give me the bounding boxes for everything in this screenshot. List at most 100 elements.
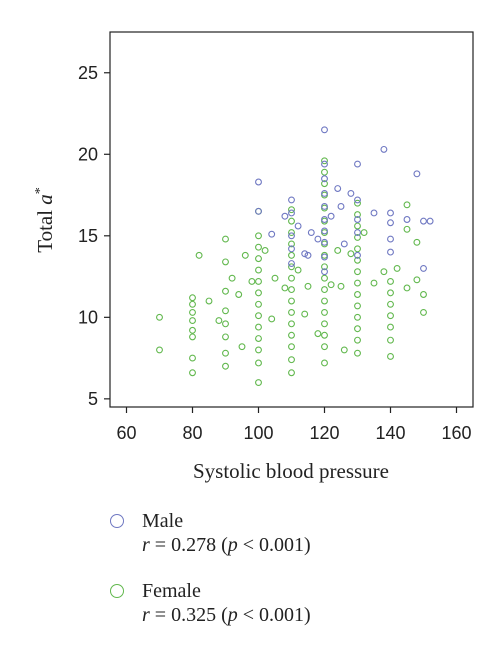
- point-female: [222, 258, 229, 266]
- legend-label-female: Female: [142, 580, 201, 602]
- point-female: [288, 331, 295, 339]
- point-female: [271, 274, 279, 282]
- point-female: [288, 240, 295, 248]
- point-female: [255, 243, 262, 251]
- legend-label-male: Male: [142, 510, 184, 532]
- x-tick-label: 100: [243, 423, 273, 443]
- point-female: [215, 317, 223, 325]
- stat-r-value: = 0.278 (: [149, 534, 228, 556]
- point-female: [321, 168, 328, 176]
- point-male: [327, 212, 335, 220]
- point-male: [255, 178, 262, 186]
- point-female: [370, 279, 378, 287]
- point-male: [413, 170, 421, 178]
- point-male: [304, 251, 312, 259]
- point-female: [314, 330, 322, 338]
- point-male: [307, 229, 315, 236]
- point-male: [314, 235, 322, 243]
- point-female: [327, 281, 335, 289]
- point-female: [360, 229, 368, 236]
- point-male: [288, 196, 295, 204]
- point-male: [420, 217, 427, 225]
- male-marker-icon: [110, 514, 124, 528]
- x-axis: 60 80 100 120 140 160: [116, 407, 472, 443]
- point-male: [321, 203, 328, 210]
- point-male: [288, 245, 295, 253]
- point-male: [354, 196, 361, 204]
- point-female: [321, 274, 328, 282]
- point-female: [189, 326, 196, 334]
- y-tick-label: 15: [78, 226, 98, 246]
- point-female: [354, 325, 361, 333]
- legend-entry-male: Male r = 0.278 (p < 0.001): [110, 508, 470, 578]
- point-female: [387, 323, 394, 331]
- point-female: [354, 256, 361, 264]
- point-female: [255, 278, 262, 285]
- point-female: [222, 320, 229, 328]
- stat-r-symbol: r: [142, 534, 150, 556]
- point-male: [321, 238, 328, 246]
- point-male: [347, 189, 355, 197]
- data-points: [156, 126, 434, 386]
- point-female: [205, 297, 213, 305]
- y-tick-label: 5: [88, 389, 98, 409]
- point-female: [288, 297, 295, 305]
- y-axis-title: Total a*: [33, 187, 57, 253]
- point-male: [387, 209, 394, 217]
- point-female: [321, 297, 328, 305]
- point-female: [255, 359, 262, 367]
- point-female: [321, 359, 328, 367]
- y-tick-label: 25: [78, 63, 98, 83]
- point-female: [255, 255, 262, 263]
- x-tick-label: 160: [441, 423, 471, 443]
- point-female: [420, 291, 427, 298]
- point-female: [321, 343, 328, 351]
- point-female: [413, 276, 421, 284]
- point-female: [354, 222, 361, 230]
- point-male: [340, 240, 348, 248]
- y-axis-title-superscript: *: [33, 187, 48, 194]
- point-female: [288, 356, 295, 364]
- point-female: [321, 331, 328, 339]
- point-male: [255, 207, 262, 215]
- legend-stat-female: r = 0.325 (p < 0.001): [142, 602, 311, 628]
- point-female: [288, 263, 295, 271]
- point-male: [281, 212, 289, 220]
- x-tick-label: 80: [182, 423, 202, 443]
- point-male: [321, 189, 328, 197]
- point-female: [393, 264, 401, 272]
- point-female: [420, 308, 427, 316]
- point-female: [354, 245, 361, 253]
- legend: Male r = 0.278 (p < 0.001) Female r = 0.…: [110, 508, 470, 648]
- point-female: [288, 274, 295, 282]
- point-male: [420, 264, 427, 272]
- point-female: [288, 320, 295, 328]
- point-female: [281, 284, 289, 292]
- point-male: [321, 175, 328, 183]
- point-female: [354, 291, 361, 298]
- point-female: [195, 251, 203, 259]
- point-female: [288, 369, 295, 377]
- point-female: [189, 294, 196, 302]
- point-female: [321, 263, 328, 271]
- point-female: [387, 300, 394, 308]
- point-female: [321, 180, 328, 188]
- point-female: [255, 379, 262, 386]
- point-female: [354, 233, 361, 241]
- point-female: [189, 369, 196, 377]
- point-female: [268, 315, 276, 323]
- x-axis-title: Systolic blood pressure: [193, 459, 389, 483]
- point-female: [288, 251, 295, 259]
- point-female: [337, 282, 345, 290]
- point-female: [238, 343, 246, 351]
- point-male: [294, 222, 302, 230]
- x-tick-label: 60: [116, 423, 136, 443]
- y-tick-label: 10: [78, 307, 98, 327]
- point-male: [426, 217, 434, 225]
- point-female: [347, 250, 355, 258]
- point-female: [235, 291, 243, 298]
- point-female: [189, 317, 196, 325]
- point-male: [288, 232, 295, 240]
- point-female: [228, 274, 236, 282]
- point-female: [340, 346, 348, 354]
